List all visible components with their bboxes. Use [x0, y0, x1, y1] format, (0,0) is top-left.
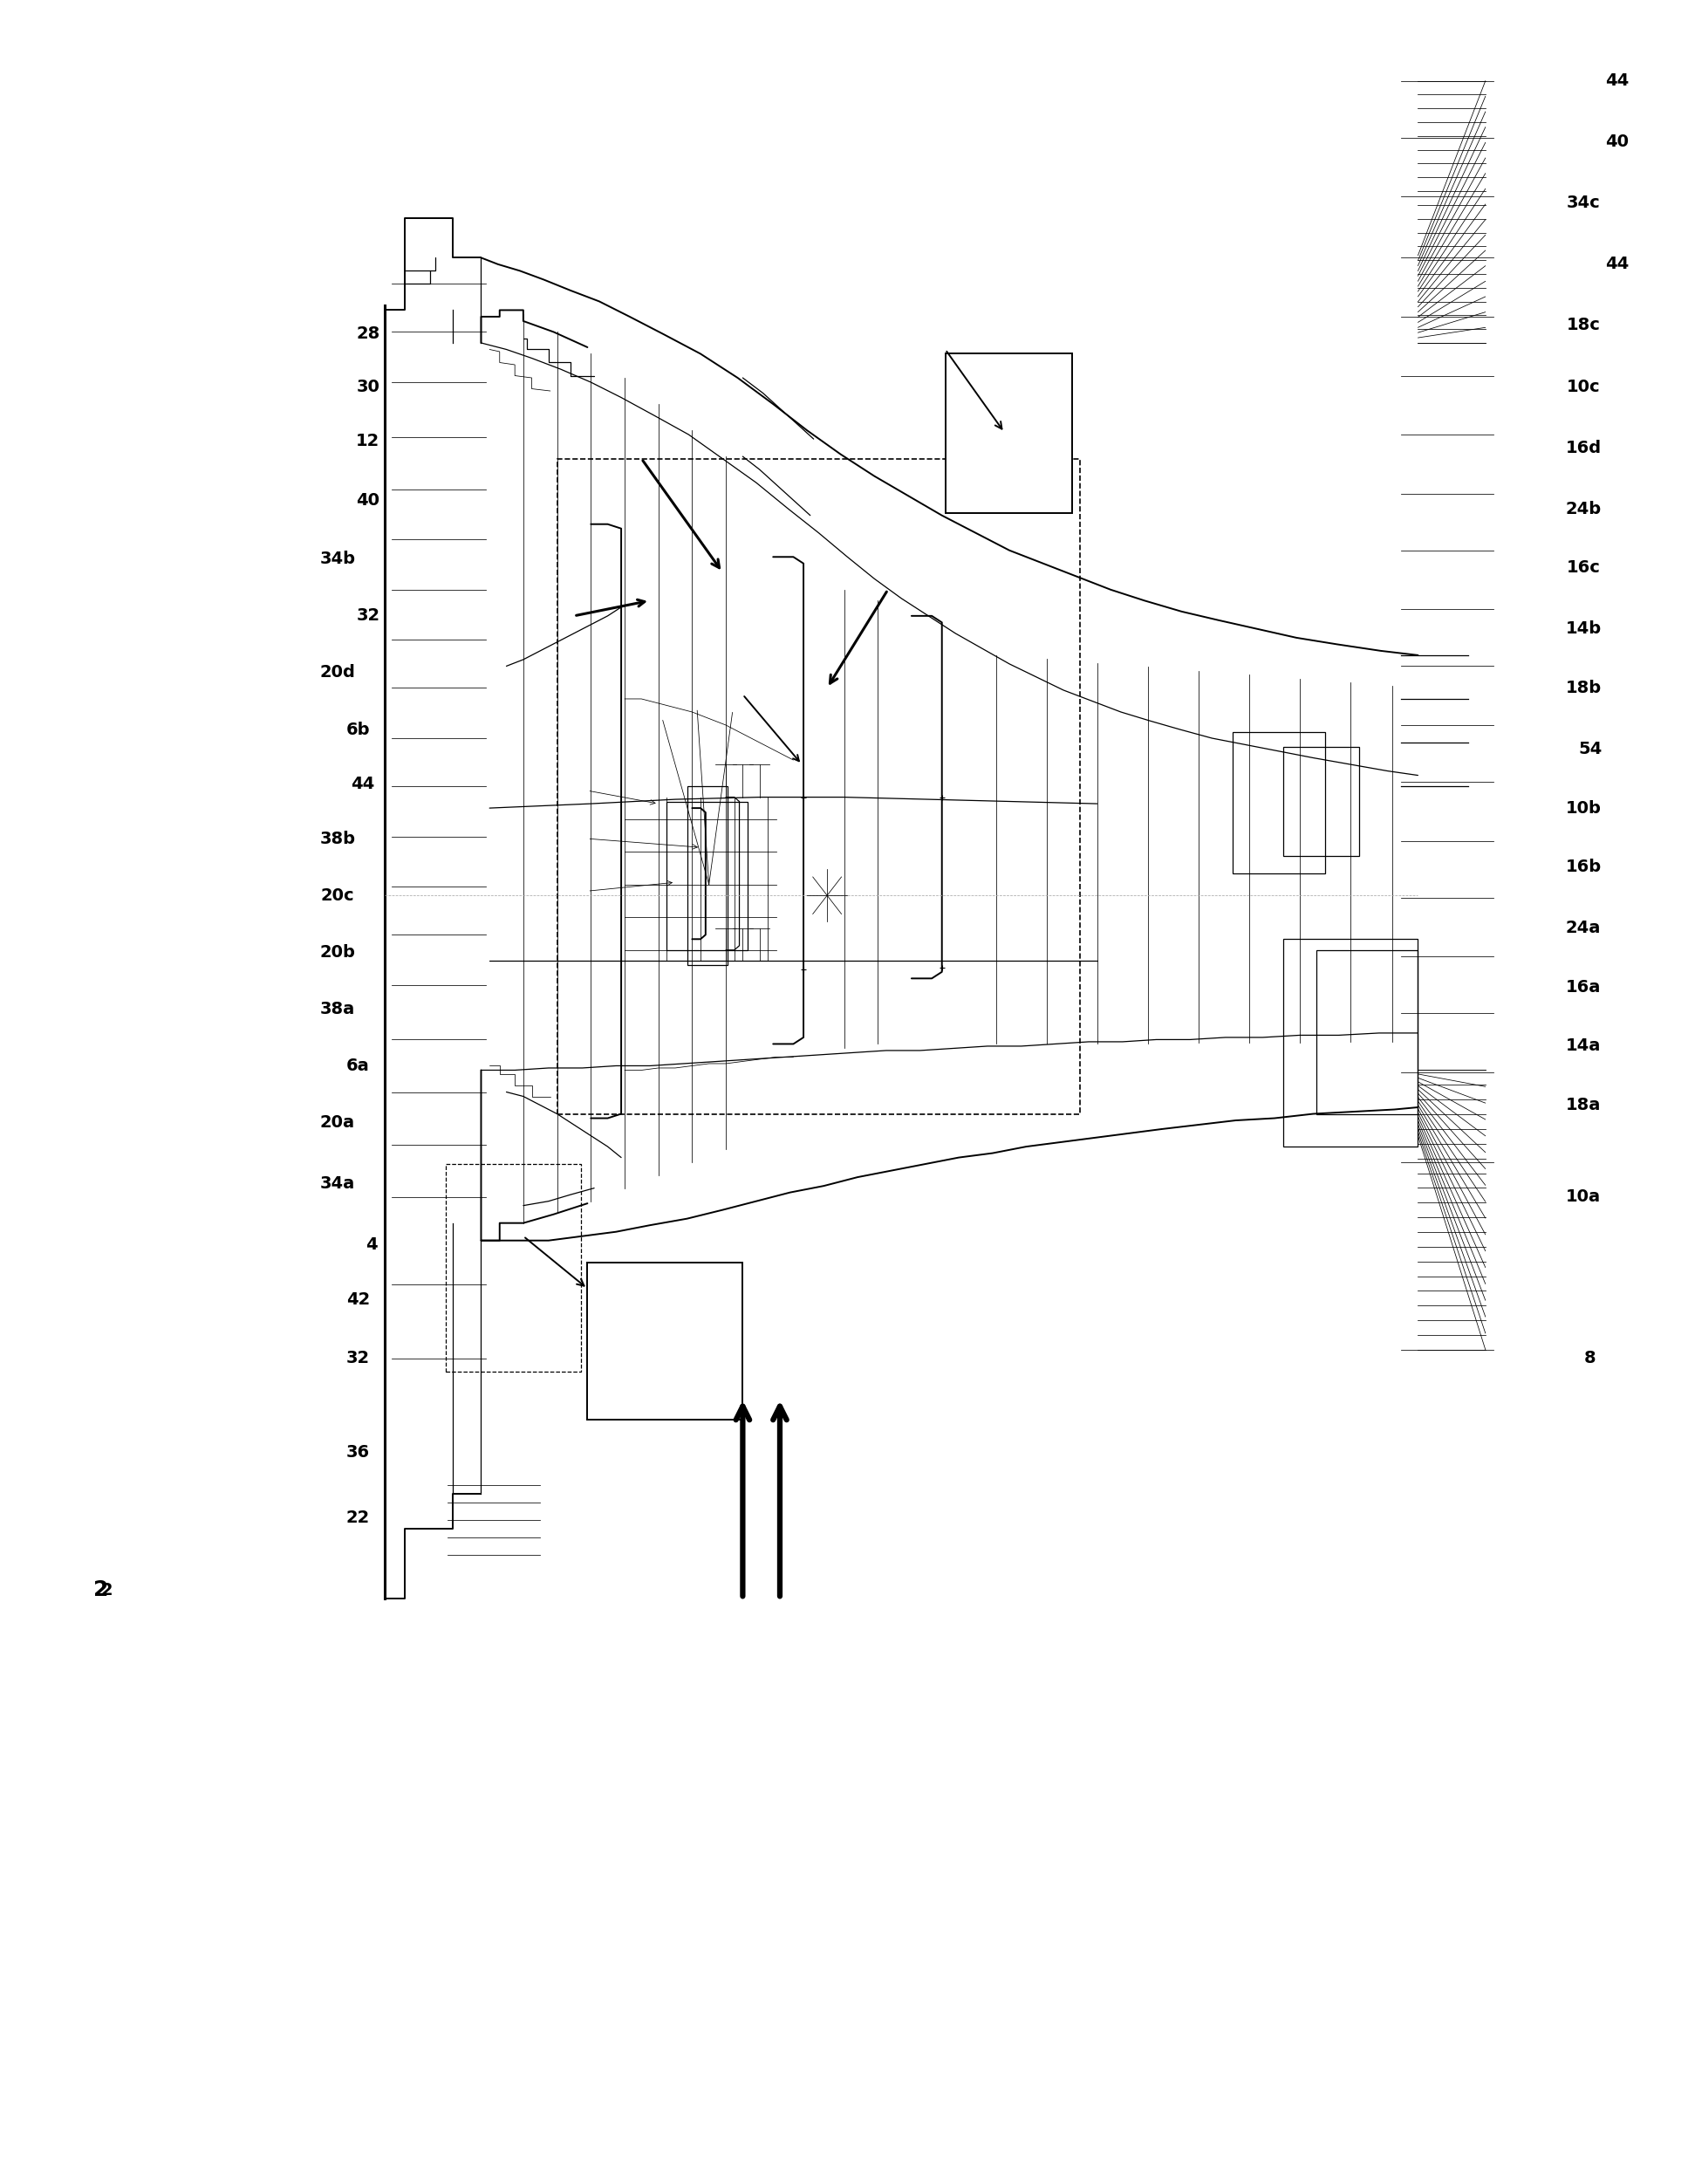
Text: 20b: 20b	[319, 943, 356, 961]
Text: 14a: 14a	[1566, 1037, 1600, 1055]
Bar	[587, 1262, 743, 1420]
Text: 54: 54	[1578, 740, 1602, 758]
Text: 12: 12	[356, 432, 380, 450]
Text: 16c: 16c	[1566, 559, 1600, 577]
Text: 32: 32	[346, 1350, 370, 1367]
Text: 34c: 34c	[1566, 194, 1600, 212]
Text: 20a: 20a	[321, 1114, 354, 1131]
Text: 40: 40	[1605, 133, 1629, 151]
Text: 18c: 18c	[1566, 317, 1600, 334]
Text: 38a: 38a	[321, 1000, 354, 1018]
Bar	[1232, 732, 1325, 874]
Text: 44: 44	[351, 775, 375, 793]
Text: 36: 36	[346, 1444, 370, 1461]
Text: 6b: 6b	[346, 721, 370, 738]
Text: 18b: 18b	[1565, 679, 1602, 697]
Bar	[687, 786, 728, 965]
Text: 6a: 6a	[346, 1057, 370, 1075]
Text: 24a: 24a	[1566, 919, 1600, 937]
Bar	[1317, 950, 1418, 1114]
Text: 34a: 34a	[321, 1175, 354, 1192]
Text: 20d: 20d	[319, 664, 356, 681]
Text: 16b: 16b	[1565, 858, 1602, 876]
Text: 10b: 10b	[1565, 799, 1602, 817]
Text: 38b: 38b	[319, 830, 356, 847]
Text: 22: 22	[346, 1509, 370, 1527]
Text: 28: 28	[356, 325, 380, 343]
Bar	[1283, 939, 1418, 1147]
Text: 18a: 18a	[1566, 1096, 1600, 1114]
Bar	[945, 354, 1072, 513]
Bar	[1283, 747, 1359, 856]
Bar	[667, 802, 748, 950]
Text: 40: 40	[356, 491, 380, 509]
Text: 16d: 16d	[1565, 439, 1602, 456]
Text: 2: 2	[95, 1579, 108, 1601]
Bar	[557, 459, 1080, 1114]
Text: 24b: 24b	[1565, 500, 1602, 518]
Text: 4: 4	[365, 1236, 378, 1254]
Text: 44: 44	[1605, 256, 1629, 273]
Text: 44: 44	[1605, 72, 1629, 90]
Bar	[446, 1164, 581, 1372]
Text: 30: 30	[356, 378, 380, 395]
Text: 20c: 20c	[321, 887, 354, 904]
Text: 2: 2	[100, 1581, 113, 1599]
Text: 32: 32	[356, 607, 380, 625]
Text: 10a: 10a	[1566, 1188, 1600, 1206]
Text: 42: 42	[346, 1291, 370, 1308]
Text: 14b: 14b	[1565, 620, 1602, 638]
Text: 16a: 16a	[1566, 978, 1600, 996]
Text: 8: 8	[1583, 1350, 1597, 1367]
Text: 10c: 10c	[1566, 378, 1600, 395]
Text: 34b: 34b	[319, 550, 356, 568]
